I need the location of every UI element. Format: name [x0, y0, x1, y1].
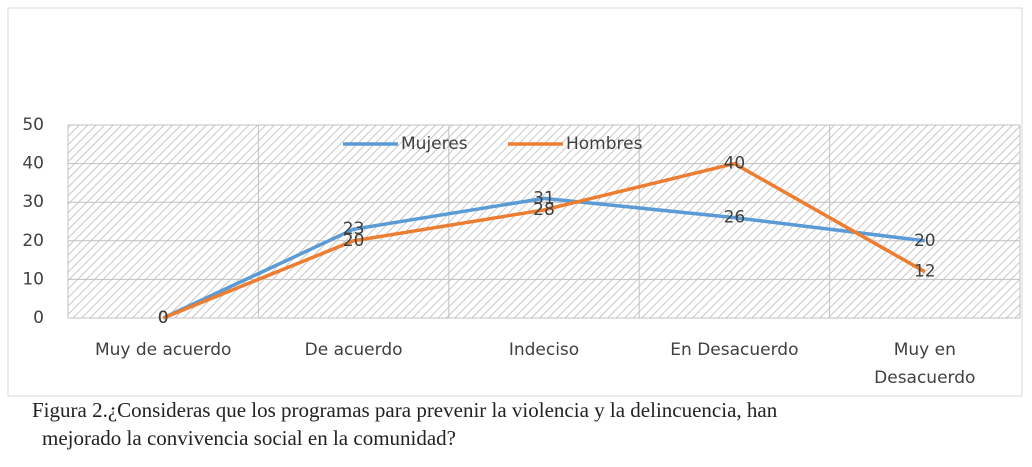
line-series — [162, 161, 926, 320]
data-label: 12 — [914, 262, 936, 282]
y-tick-label: 10 — [22, 269, 44, 289]
chart-frame — [7, 7, 1023, 397]
data-label: 31 — [533, 188, 555, 208]
x-tick-label: En Desacuerdo — [670, 340, 799, 360]
caption: Figura 2.¿Consideras que los programas p… — [32, 398, 778, 450]
x-tick-label: Muy de acuerdo — [94, 340, 232, 360]
y-tick-label: 30 — [22, 192, 44, 212]
data-label: 20 — [914, 231, 936, 251]
data-label: 40 — [724, 154, 746, 174]
y-tick-label: 0 — [33, 308, 44, 328]
data-label: 28 — [533, 200, 555, 220]
y-tick-label: 40 — [22, 154, 44, 174]
data-label: 0 — [158, 308, 169, 328]
plot-area — [68, 125, 1020, 318]
data-label: 26 — [724, 208, 746, 228]
x-tick-label: De acuerdo — [304, 340, 403, 360]
line-series — [162, 196, 926, 320]
data-label: 0 — [158, 308, 169, 328]
x-tick-label: Indeciso — [508, 340, 580, 360]
data-label: 23 — [343, 219, 365, 239]
x-tick-label: Muy en Desacuerdo — [874, 340, 976, 388]
legend-label: Mujeres — [401, 134, 468, 154]
legend-label: Hombres — [566, 134, 643, 154]
data-label: 20 — [343, 231, 365, 251]
y-tick-label: 20 — [22, 231, 44, 251]
y-tick-label: 50 — [22, 115, 44, 135]
